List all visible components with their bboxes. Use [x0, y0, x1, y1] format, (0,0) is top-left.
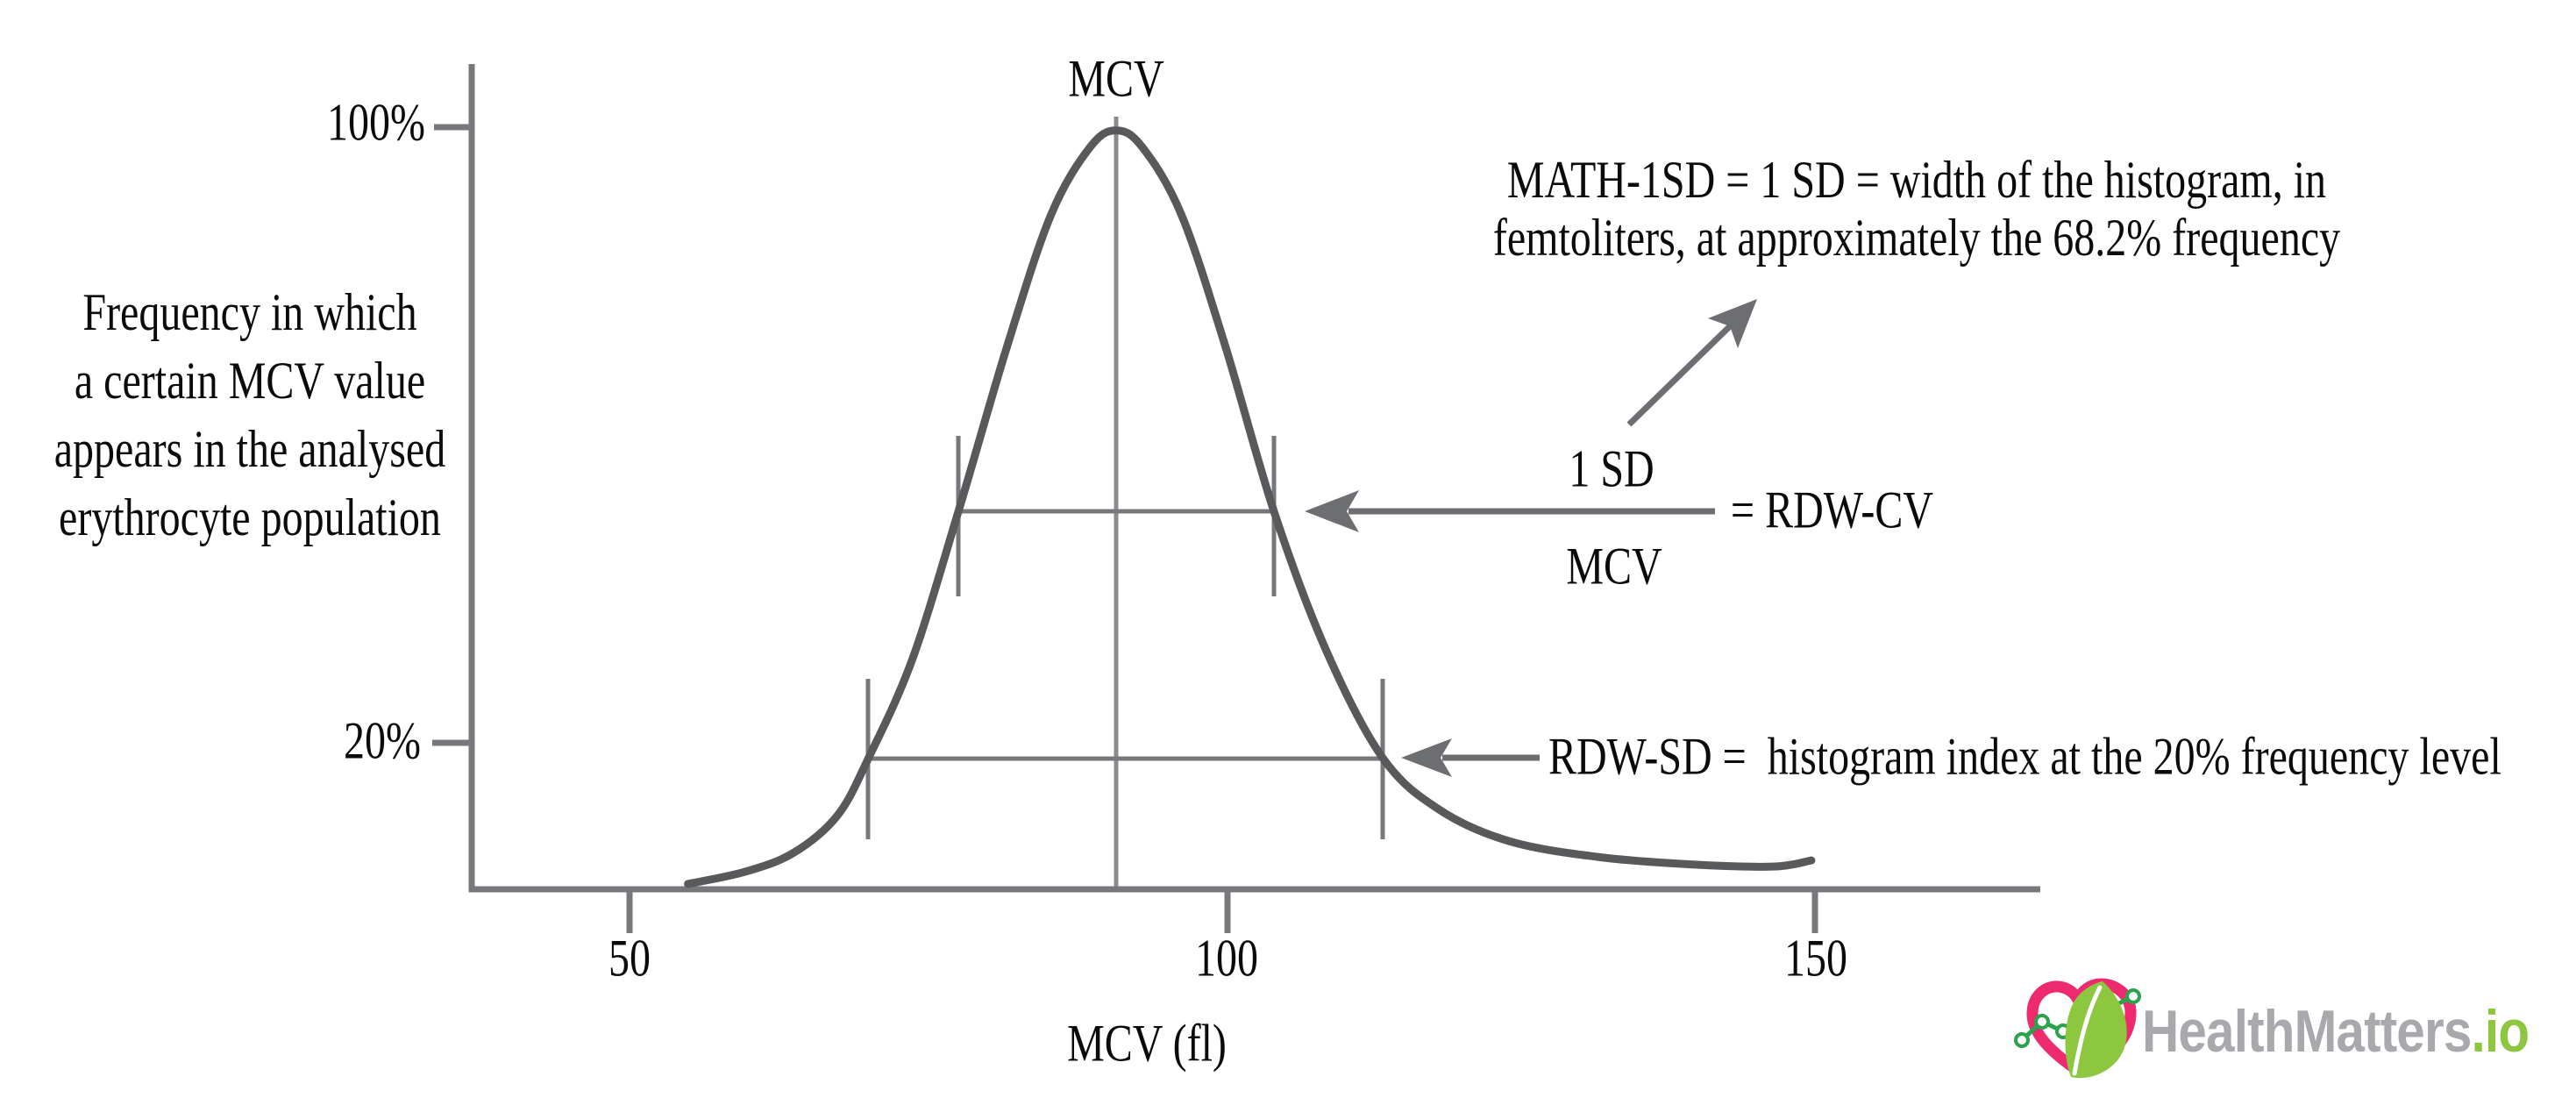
- rdw-cv-arrowhead-icon: [1305, 490, 1359, 532]
- sd-definition-note-line: femtoliters, at approximately the 68.2% …: [1492, 209, 2341, 267]
- y-axis-label-100pct: 100%: [327, 93, 425, 152]
- y-axis-description-line: appears in the analysed: [53, 420, 446, 478]
- bell-curve: [684, 126, 1816, 888]
- brand-tld-green: .io: [2471, 998, 2530, 1065]
- leaf-icon: [2065, 981, 2127, 1079]
- sparkline-node-icon: [2125, 988, 2141, 1004]
- sparkline-node-icon: [2034, 1014, 2050, 1030]
- leaf-midrib-icon: [2072, 985, 2103, 1076]
- sd-definition-note: MATH-1SD = 1 SD = width of the histogram…: [1493, 151, 2340, 267]
- healthmatters-wordmark: HealthMatters.io: [2142, 997, 2530, 1066]
- sd-definition-note-line: MATH-1SD = 1 SD = width of the histogram…: [1506, 151, 2327, 209]
- sparkline-node-icon: [2014, 1032, 2030, 1048]
- rdw-cv-result-label: = RDW-CV: [1731, 481, 1934, 539]
- y-axis-description-line: erythrocyte population: [59, 488, 441, 546]
- x-axis-label-150: 150: [1784, 929, 1847, 987]
- y-axis-label-20pct: 20%: [344, 711, 421, 770]
- rdw-sd-arrowhead-icon: [1401, 738, 1452, 777]
- y-axis-description-line: a certain MCV value: [74, 352, 426, 410]
- brand-name-gray: HealthMatters: [2142, 998, 2472, 1065]
- y-axis-description-line: Frequency in which: [82, 283, 417, 341]
- fraction-numerator-1sd: 1 SD: [1569, 439, 1654, 498]
- x-axis-title: MCV (fl): [1067, 1014, 1227, 1073]
- sd-note-arrowhead-icon: [1708, 299, 1757, 348]
- fraction-denominator-mcv: MCV: [1566, 537, 1662, 595]
- y-axis-description: Frequency in which a certain MCV value a…: [54, 278, 445, 552]
- healthmatters-logo-mark: [2014, 978, 2141, 1079]
- x-axis-label-50: 50: [608, 929, 651, 987]
- peak-label: MCV: [1068, 49, 1164, 108]
- x-axis-label-100: 100: [1195, 929, 1258, 987]
- sd-note-arrow-shaft: [1626, 323, 1733, 427]
- rdw-sd-definition: RDW-SD = histogram index at the 20% freq…: [1548, 727, 2501, 786]
